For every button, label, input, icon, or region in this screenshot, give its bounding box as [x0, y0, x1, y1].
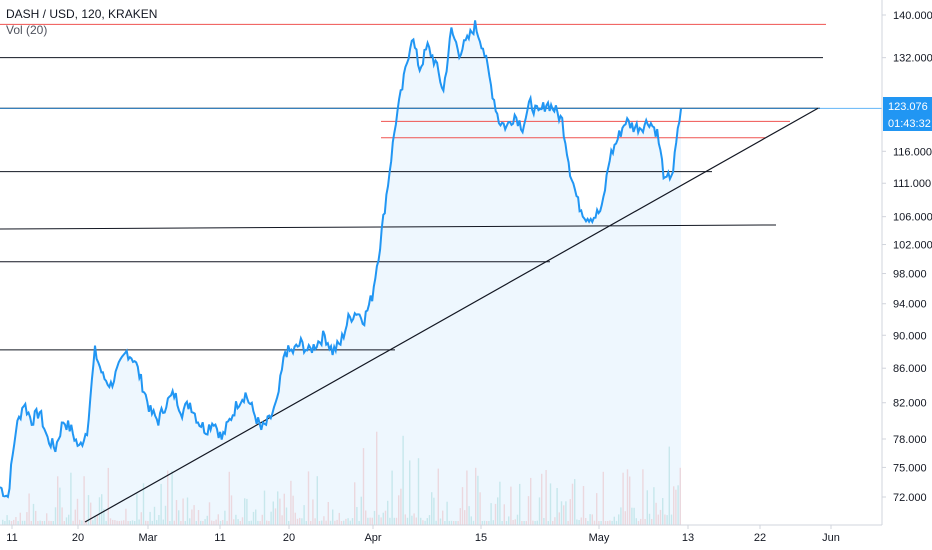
- current-price-value: 123.076: [888, 101, 928, 113]
- x-tick-label: May: [589, 532, 610, 544]
- y-tick-label: 116.000: [893, 146, 932, 158]
- x-tick-label: 11: [214, 532, 225, 544]
- x-tick-label: 22: [754, 532, 766, 544]
- current-price-tag: 123.076 01:43:32: [883, 97, 932, 131]
- y-tick-label: 86.000: [893, 363, 927, 375]
- x-tick-label: Mar: [139, 532, 158, 544]
- trendline[interactable]: [84, 107, 819, 523]
- y-tick-label: 140.000: [893, 10, 932, 22]
- price-area-fill: [0, 20, 681, 526]
- horizontal-levels[interactable]: [0, 23, 882, 351]
- y-tick-label: 78.000: [893, 434, 927, 446]
- x-tick-label: 11: [6, 532, 17, 544]
- countdown-value: 01:43:32: [888, 118, 931, 130]
- y-tick-label: 72.000: [893, 492, 927, 504]
- x-tick-label: 20: [283, 532, 295, 544]
- y-tick-label: 90.000: [893, 330, 927, 342]
- x-tick-label: Apr: [364, 532, 381, 544]
- price-series: [0, 20, 682, 499]
- y-tick-label: 94.000: [893, 299, 927, 311]
- y-tick-label: 132.000: [893, 53, 932, 65]
- support-level-line[interactable]: [0, 224, 777, 230]
- y-tick-label: 102.000: [893, 240, 932, 252]
- chart-legend: DASH / USD, 120, KRAKEN Vol (20): [6, 6, 157, 38]
- y-axis-labels[interactable]: 140.000 132.000 116.000 111.000 106.000 102.0…: [882, 10, 932, 504]
- symbol-label[interactable]: DASH / USD, 120, KRAKEN: [6, 7, 158, 21]
- x-axis-labels[interactable]: 11 20 Mar 11 20 Apr 15 May 13 22 Jun: [6, 525, 840, 544]
- x-tick-label: Jun: [822, 532, 840, 544]
- y-tick-label: 75.000: [893, 462, 927, 474]
- volume-indicator-label[interactable]: Vol (20): [6, 23, 48, 37]
- x-tick-label: 15: [475, 532, 487, 544]
- y-tick-label: 82.000: [893, 398, 927, 410]
- price-area: [0, 20, 681, 526]
- y-tick-label: 98.000: [893, 269, 927, 281]
- y-tick-label: 111.000: [893, 178, 931, 190]
- x-tick-label: 20: [72, 532, 84, 544]
- x-tick-label: 13: [682, 532, 694, 544]
- ascending-trendline[interactable]: [84, 107, 819, 523]
- price-line: [0, 20, 682, 499]
- y-tick-label: 106.000: [893, 212, 932, 224]
